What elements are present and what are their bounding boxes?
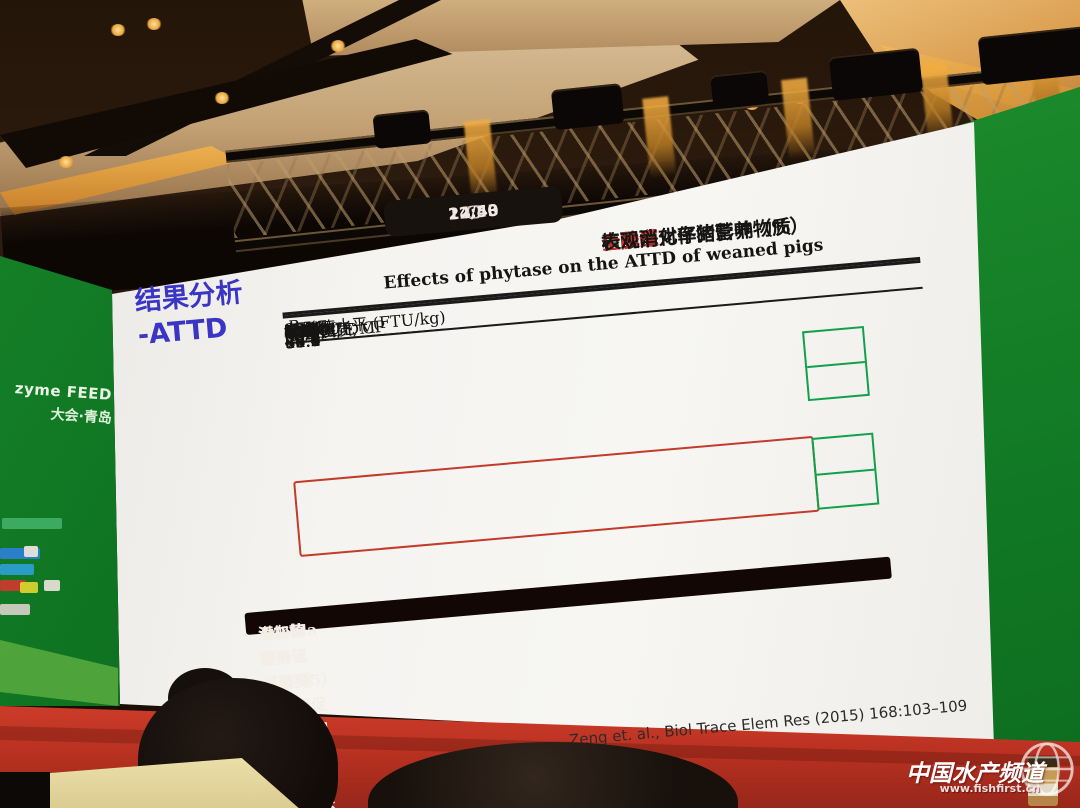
watermark: 中国水产频道 www.fishfirst.cn (880, 738, 1080, 808)
stage-light (710, 69, 770, 110)
slide-content: 12:43 24/50 结果分析 -ATTD 植酸酶对仔猪营养物质 全肠道 表观消化率… (134, 185, 1019, 808)
section-label: 结果分析 -ATTD (133, 277, 244, 352)
sponsor-logo (0, 548, 40, 559)
ceiling-spotlight (330, 40, 346, 52)
left-green-banner (0, 256, 120, 706)
stage-light (372, 109, 432, 150)
sponsor-logo (0, 564, 34, 575)
watermark-url: www.fishfirst.cn (939, 782, 1040, 795)
ceiling-spotlight (146, 18, 162, 30)
sponsor-logo (0, 604, 30, 615)
red-highlight-box-ca-p-rows (293, 435, 820, 558)
ceiling-spotlight (58, 156, 74, 168)
ceiling-spotlight (110, 24, 126, 36)
stage-light (828, 47, 923, 101)
watermark-title: 中国水产频道 (906, 761, 1044, 787)
foreground-shadow (0, 772, 50, 808)
overlay-counter: 24/50 (447, 199, 500, 224)
stage-light (977, 26, 1080, 86)
green-highlight-box-linear-ca-p (811, 432, 880, 510)
sponsor-logo (20, 582, 38, 593)
sponsor-logo (2, 518, 62, 529)
sponsor-logo (44, 580, 60, 591)
ceiling-spotlight (214, 92, 230, 104)
green-highlight-box-linear-dm-ge (802, 326, 870, 402)
sponsor-logo (24, 546, 38, 557)
summary-box: ➢ 添加植酸酶可显著提高Ca、P全肠道消化率；线性改善能量和干物质ATTD ➢ … (244, 556, 892, 808)
stage-light (550, 83, 625, 131)
globe-icon (1020, 742, 1074, 796)
sponsor-logo (0, 580, 26, 591)
